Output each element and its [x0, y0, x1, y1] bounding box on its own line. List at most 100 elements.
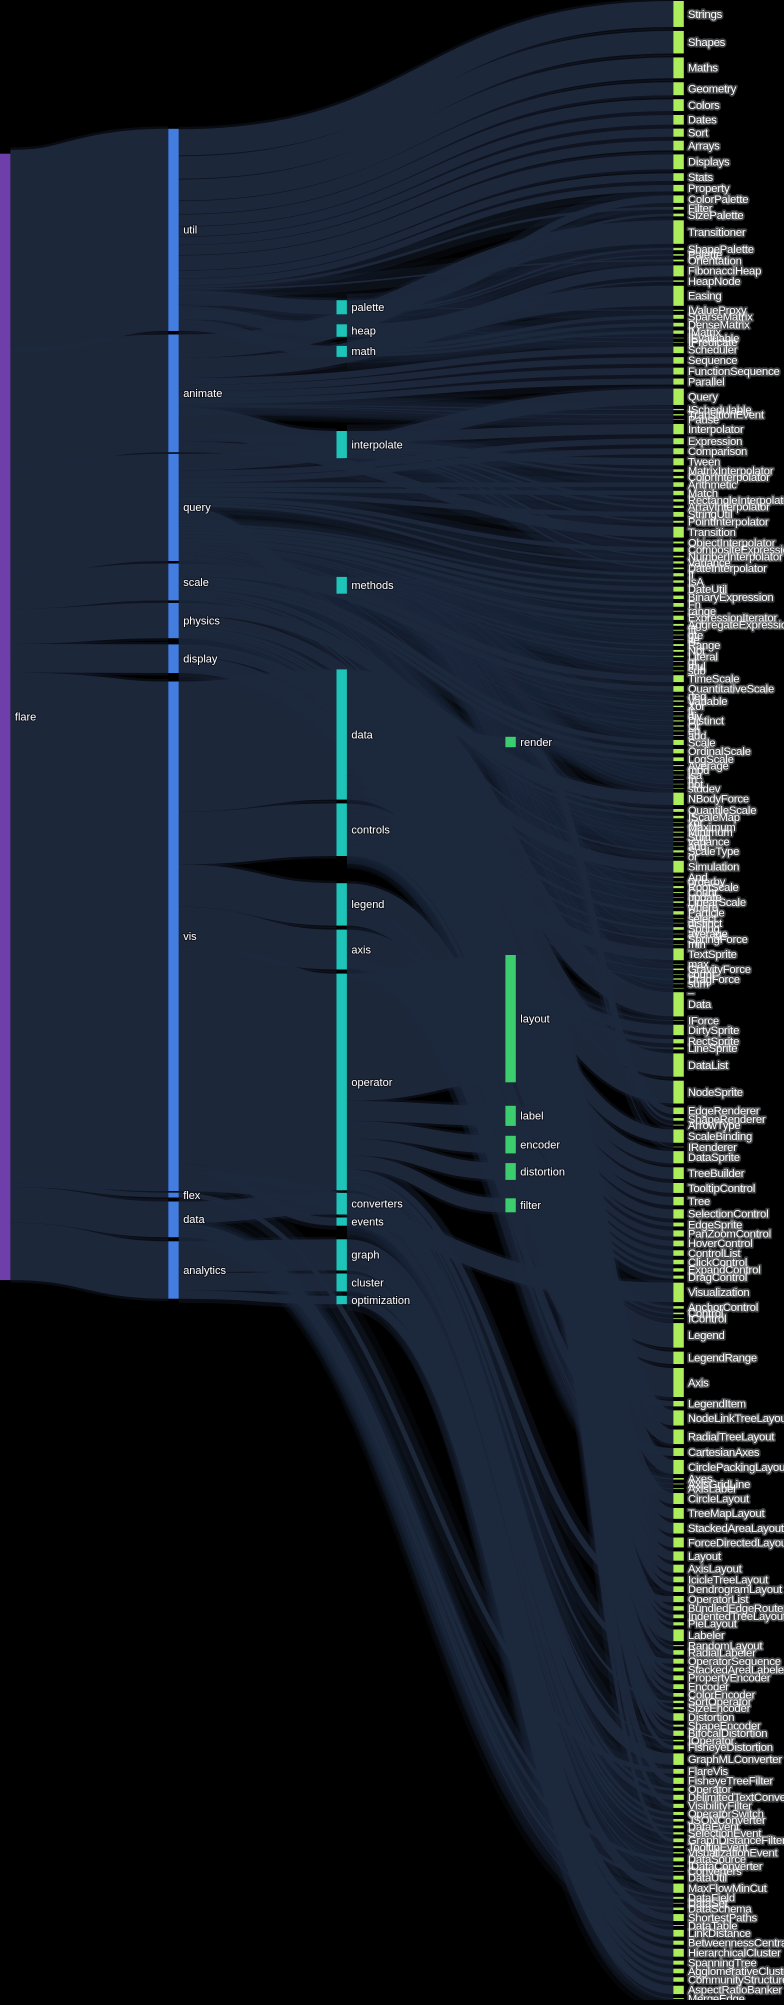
svg-text:DateInterpolator: DateInterpolator [688, 563, 767, 575]
svg-text:Displays: Displays [688, 157, 730, 169]
svg-text:Colors: Colors [688, 100, 720, 112]
svg-text:DenseMatrix: DenseMatrix [688, 319, 750, 331]
svg-text:DendrogramLayout: DendrogramLayout [688, 1584, 782, 1596]
svg-text:Visualization: Visualization [688, 1287, 750, 1299]
svg-text:mul: mul [688, 661, 706, 673]
svg-text:Maths: Maths [688, 63, 718, 75]
svg-text:ControlList: ControlList [688, 1248, 741, 1260]
svg-text:Simulation: Simulation [688, 861, 739, 873]
svg-text:LinkDistance: LinkDistance [688, 1928, 751, 1940]
svg-text:Count: Count [688, 887, 717, 899]
svg-text:PieLayout: PieLayout [688, 1619, 737, 1631]
svg-text:GraphMLConverter: GraphMLConverter [688, 1754, 782, 1766]
svg-text:display: display [183, 654, 218, 666]
svg-text:ClickControl: ClickControl [688, 1257, 747, 1269]
svg-text:CompositeExpression: CompositeExpression [688, 544, 784, 556]
svg-text:Tree: Tree [688, 1196, 710, 1208]
svg-text:Sequence: Sequence [688, 355, 738, 367]
svg-text:Interpolator: Interpolator [688, 424, 744, 436]
svg-text:Axis: Axis [688, 1377, 709, 1389]
svg-text:sub: sub [688, 666, 706, 678]
svg-text:StackedAreaLabeler: StackedAreaLabeler [688, 1664, 784, 1676]
svg-text:GraphDistanceFilter: GraphDistanceFilter [688, 1835, 784, 1847]
svg-text:RootScale: RootScale [688, 882, 739, 894]
svg-text:DelimitedTextConverter: DelimitedTextConverter [688, 1792, 784, 1804]
svg-text:Colors: Colors [688, 100, 720, 112]
svg-text:DataSprite: DataSprite [688, 1152, 740, 1164]
svg-text:GravityForce: GravityForce [688, 964, 751, 976]
svg-text:ShapePalette: ShapePalette [688, 244, 754, 256]
svg-text:HeapNode: HeapNode [688, 276, 741, 288]
svg-text:EdgeRenderer: EdgeRenderer [688, 1106, 760, 1118]
svg-text:Transitioner: Transitioner [688, 227, 746, 239]
svg-text:Variance: Variance [688, 557, 731, 569]
svg-text:SelectionControl: SelectionControl [688, 1209, 769, 1221]
svg-text:BinaryExpression: BinaryExpression [688, 592, 774, 604]
svg-text:Distinct: Distinct [688, 716, 724, 728]
svg-text:Literal: Literal [688, 651, 718, 663]
svg-text:Arrays: Arrays [688, 140, 720, 152]
svg-text:math: math [351, 346, 375, 358]
svg-text:xor: xor [688, 817, 704, 829]
svg-text:Range: Range [688, 640, 720, 652]
svg-text:IOperator: IOperator [688, 1735, 735, 1747]
svg-text:DateInterpolator: DateInterpolator [688, 563, 767, 575]
svg-text:Fn: Fn [688, 600, 701, 612]
svg-text:CartesianAxes: CartesianAxes [688, 1447, 760, 1459]
svg-text:Visualization: Visualization [688, 1287, 750, 1299]
svg-text:NumberInterpolator: NumberInterpolator [688, 551, 783, 563]
svg-text:IRenderer: IRenderer [688, 1142, 737, 1154]
svg-text:DataList: DataList [688, 1060, 728, 1072]
svg-text:HoverControl: HoverControl [688, 1238, 753, 1250]
svg-text:DragForce: DragForce [688, 974, 740, 986]
svg-text:BifocalDistortion: BifocalDistortion [688, 1728, 767, 1740]
svg-text:FunctionSequence: FunctionSequence [688, 366, 780, 378]
svg-text:Arrays: Arrays [688, 140, 720, 152]
svg-text:Average: Average [688, 760, 729, 772]
svg-text:Arithmetic: Arithmetic [688, 479, 737, 491]
svg-text:methods: methods [351, 580, 394, 592]
svg-text:AxisGridLine: AxisGridLine [688, 1479, 750, 1491]
svg-text:gt: gt [688, 656, 697, 668]
svg-text:DataSchema: DataSchema [688, 1904, 752, 1916]
svg-text:AxisGridLine: AxisGridLine [688, 1479, 750, 1491]
svg-text:TreeMapLayout: TreeMapLayout [688, 1508, 765, 1520]
svg-text:BundledEdgeRouter: BundledEdgeRouter [688, 1603, 784, 1615]
svg-text:IDataConverter: IDataConverter [688, 1861, 763, 1873]
svg-text:SelectionEvent: SelectionEvent [688, 1828, 761, 1840]
svg-text:Labeler: Labeler [688, 1630, 725, 1642]
svg-text:Xor: Xor [688, 701, 705, 713]
svg-text:VisualizationEvent: VisualizationEvent [688, 1848, 778, 1860]
svg-text:Operator: Operator [688, 1784, 732, 1796]
svg-text:IsA: IsA [688, 576, 705, 588]
svg-text:TreeBuilder: TreeBuilder [688, 1168, 745, 1180]
svg-text:Scale: Scale [688, 737, 716, 749]
svg-text:BetweennessCentrality: BetweennessCentrality [688, 1938, 784, 1950]
svg-text:TreeBuilder: TreeBuilder [688, 1168, 745, 1180]
svg-text:Distinct: Distinct [688, 716, 724, 728]
svg-text:Maximum: Maximum [688, 822, 736, 834]
svg-text:FunctionSequence: FunctionSequence [688, 366, 780, 378]
svg-text:LinearScale: LinearScale [688, 897, 746, 909]
svg-text:Axes: Axes [688, 1474, 713, 1486]
svg-text:ISchedulable: ISchedulable [688, 404, 752, 416]
svg-text:AggregateExpression: AggregateExpression [688, 620, 784, 632]
svg-text:CirclePackingLayout: CirclePackingLayout [688, 1462, 784, 1474]
svg-text:Data: Data [688, 999, 712, 1011]
svg-text:RectSprite: RectSprite [688, 1036, 739, 1048]
svg-text:NBodyForce: NBodyForce [688, 794, 749, 806]
svg-text:RadialTreeLayout: RadialTreeLayout [688, 1432, 774, 1444]
svg-text:Legend: Legend [688, 1330, 725, 1342]
svg-text:ColorInterpolator: ColorInterpolator [688, 472, 770, 484]
svg-text:Layout: Layout [688, 1551, 721, 1563]
svg-text:If: If [688, 570, 695, 582]
svg-text:Dates: Dates [688, 115, 717, 127]
svg-text:CommunityStructure: CommunityStructure [688, 1974, 784, 1986]
svg-text:VisibilityFilter: VisibilityFilter [688, 1801, 752, 1813]
svg-text:Sum: Sum [688, 832, 711, 844]
svg-text:TooltipEvent: TooltipEvent [688, 1842, 748, 1854]
svg-text:gt: gt [688, 656, 697, 668]
svg-text:animate: animate [183, 388, 222, 400]
svg-text:Easing: Easing [688, 291, 722, 303]
svg-text:CirclePackingLayout: CirclePackingLayout [688, 1462, 784, 1474]
